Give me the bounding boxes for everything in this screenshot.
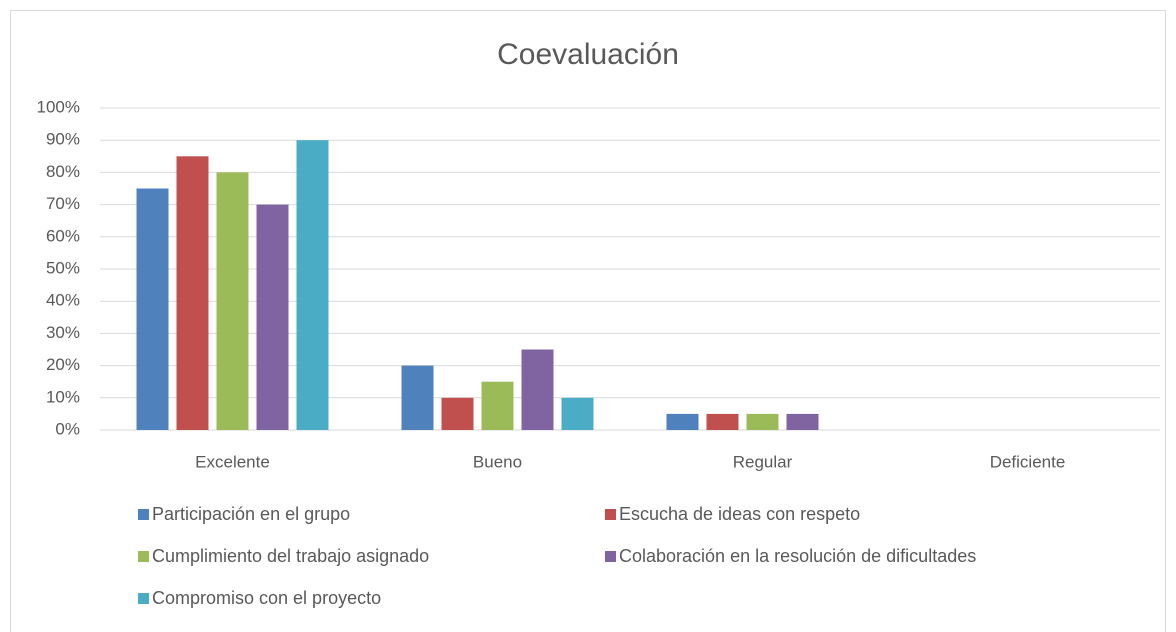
legend-swatch <box>605 509 616 520</box>
bar <box>561 397 594 430</box>
bar <box>176 156 209 431</box>
y-tick-label: 70% <box>46 194 80 213</box>
y-tick-label: 60% <box>46 226 80 245</box>
bar <box>481 381 514 430</box>
bar <box>521 349 554 430</box>
y-tick-label: 10% <box>46 387 80 406</box>
legend-swatch <box>138 593 149 604</box>
y-tick-label: 80% <box>46 162 80 181</box>
x-tick-label: Bueno <box>473 452 522 471</box>
bar <box>216 172 249 430</box>
bar <box>706 413 739 430</box>
legend-swatch <box>605 551 616 562</box>
bar <box>666 413 699 430</box>
y-tick-label: 0% <box>55 419 80 438</box>
bar <box>401 365 434 430</box>
bar <box>296 140 329 430</box>
x-tick-label: Regular <box>733 452 793 471</box>
y-tick-label: 50% <box>46 258 80 277</box>
legend-label: Cumplimiento del trabajo asignado <box>152 546 429 566</box>
legend-swatch <box>138 551 149 562</box>
bar <box>256 204 289 430</box>
y-tick-label: 30% <box>46 323 80 342</box>
chart-title: Coevaluación <box>497 38 679 71</box>
bar <box>136 188 169 430</box>
legend-label: Escucha de ideas con respeto <box>619 504 860 524</box>
y-tick-label: 40% <box>46 291 80 310</box>
bar <box>746 413 779 430</box>
y-tick-label: 20% <box>46 355 80 374</box>
bar <box>441 397 474 430</box>
y-tick-label: 90% <box>46 130 80 149</box>
y-tick-label: 100% <box>37 97 80 116</box>
legend-swatch <box>138 509 149 520</box>
x-tick-label: Excelente <box>195 452 270 471</box>
x-tick-label: Deficiente <box>990 452 1066 471</box>
legend-label: Compromiso con el proyecto <box>152 588 381 608</box>
legend-label: Participación en el grupo <box>152 504 350 524</box>
legend-label: Colaboración en la resolución de dificul… <box>619 546 976 566</box>
bar <box>786 413 819 430</box>
